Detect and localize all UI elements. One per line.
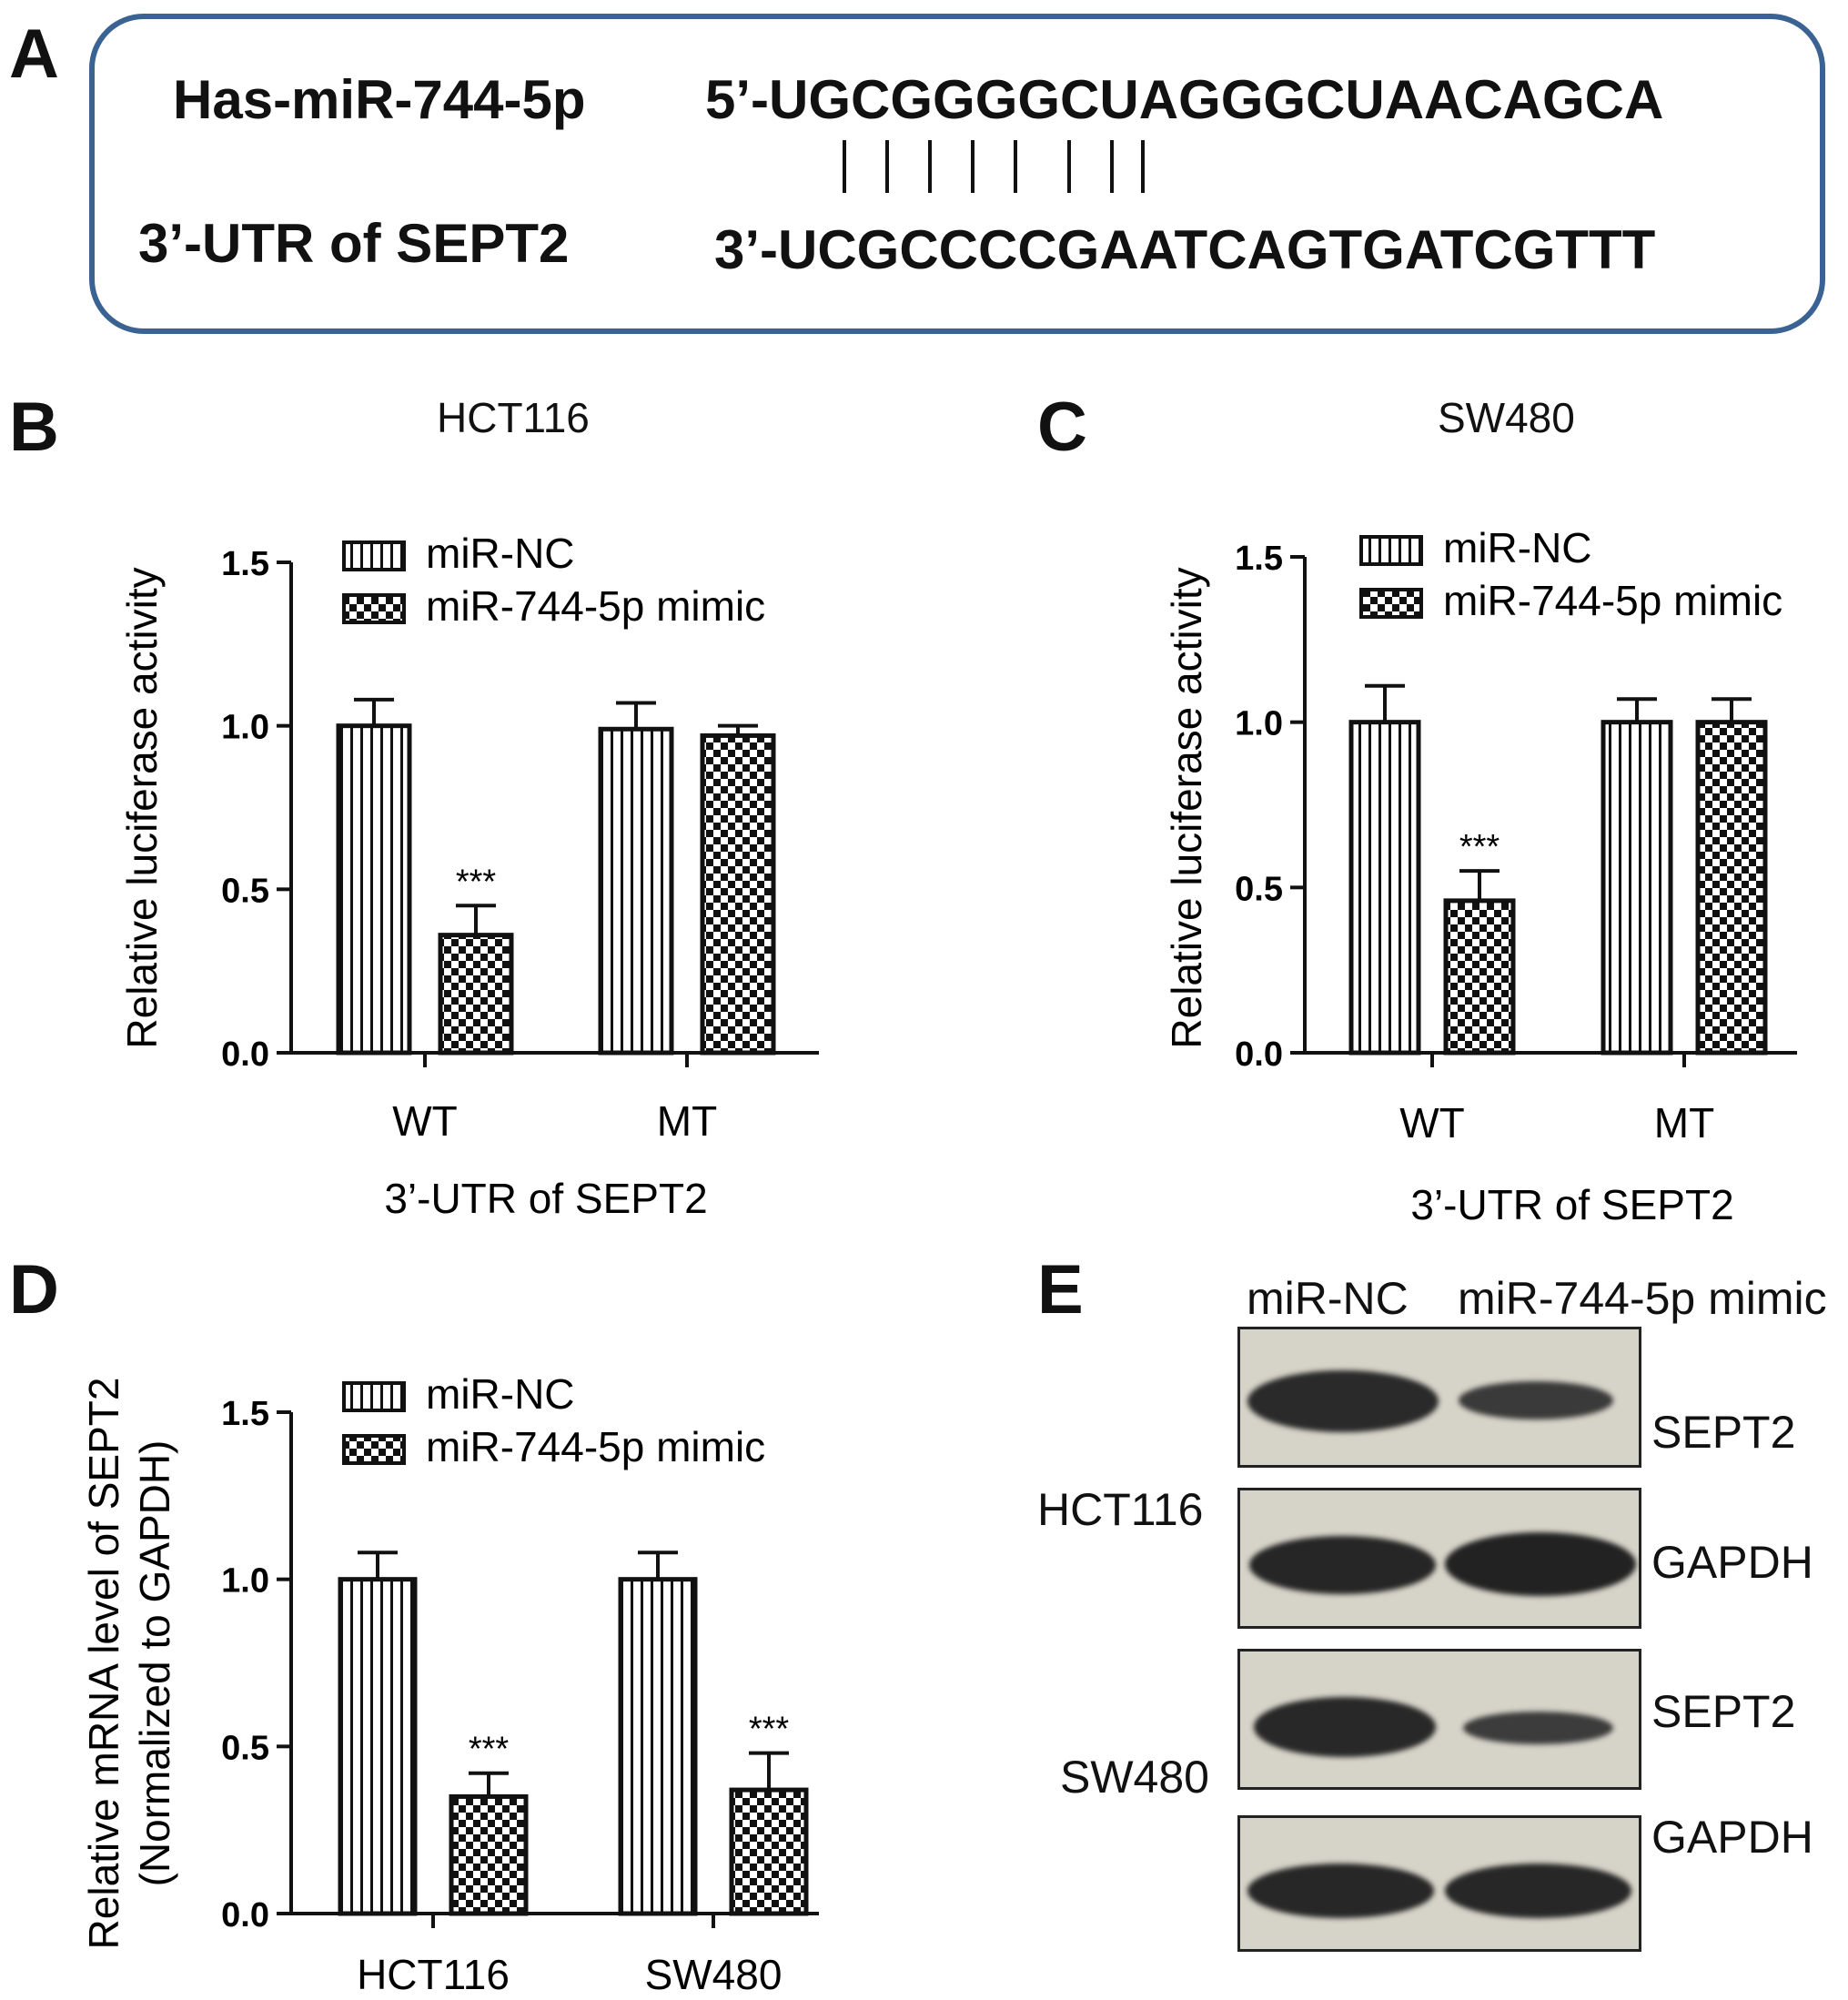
target-name: 3’-UTR of SEPT2 [138,213,570,274]
y-tick-label: 1.5 [221,1395,269,1433]
panel-letter-a: A [9,15,59,93]
y-axis-label-2: (Normalized to GAPDH) [131,1440,178,1887]
significance-label: *** [1459,828,1500,866]
blot-band [1249,1536,1436,1594]
panel-letter-d: D [9,1251,59,1328]
legend-swatch [1359,588,1423,619]
bar [729,1787,809,1916]
blot-band [1445,1864,1631,1918]
bar [449,1793,529,1916]
y-tick-label: 1.5 [1235,540,1283,578]
blot-band [1445,1532,1636,1596]
x-axis-label: 3’-UTR of SEPT2 [1410,1181,1733,1228]
bar [438,933,514,1056]
blot-protein-label: GAPDH [1651,1537,1813,1588]
sequence-box [89,14,1825,334]
bar [1348,720,1421,1056]
legend-label: miR-744-5p mimic [1443,577,1782,624]
x-tick-label: WT [1399,1099,1465,1146]
cell-line-label-sw480: SW480 [1060,1752,1209,1803]
chart-d: 0.0 0.5 1.0 1.5 Relative mRNA level of SEPT2… [80,1370,819,1998]
y-tick-label: 0.5 [221,1729,269,1767]
blot-band [1247,1370,1439,1432]
blot-protein-label: SEPT2 [1651,1686,1796,1737]
blot-protein-label: SEPT2 [1651,1407,1796,1458]
blot-strip-hct116-gapdh [1237,1488,1641,1629]
legend-swatch [1359,535,1423,566]
panel-letter-e: E [1037,1251,1084,1328]
mirna-name: Has-miR-744-5p [173,69,586,130]
lane-header-mimic: miR-744-5p mimic [1458,1273,1827,1324]
y-tick-label: 0.0 [221,1896,269,1934]
y-tick-label: 1.5 [221,545,269,583]
chart-b-title: HCT116 [437,394,590,441]
significance-label: *** [749,1711,790,1749]
significance-label: *** [469,1731,510,1769]
bar [336,723,412,1056]
lane-header-mir-nc: miR-NC [1247,1273,1409,1324]
y-tick-label: 1.0 [221,709,269,747]
bar [1601,720,1673,1056]
legend-label: miR-744-5p mimic [426,582,765,630]
y-axis-label: Relative luciferase activity [118,567,166,1048]
legend-label: miR-NC [426,530,575,577]
y-axis-label: Relative mRNA level of SEPT2 [80,1378,127,1950]
legend-swatch [342,540,406,571]
chart-c: 0.0 0.5 1.0 1.5 Relative luciferase activity… [1163,524,1797,1228]
bar [700,732,776,1056]
x-axis-label: 3’-UTR of SEPT2 [384,1175,707,1222]
x-tick-label: MT [1654,1099,1714,1146]
blot-band [1459,1381,1613,1419]
chart-c-title: SW480 [1438,394,1575,441]
x-tick-label: SW480 [645,1951,783,1998]
mirna-sequence: 5’-UGCGGGGCUAGGGCUAACAGCA [705,69,1664,130]
legend-swatch [342,1434,406,1465]
legend-label: miR-NC [1443,524,1592,571]
target-sequence: 3’-UCGCCCCGAATCAGTGATCGTTT [714,219,1656,280]
legend-swatch [342,593,406,624]
panel-letter-c: C [1037,389,1087,466]
blot-band [1247,1864,1434,1918]
panel-letter-b: B [9,389,59,466]
bar [1443,898,1516,1056]
blot-strip-sw480-gapdh [1237,1815,1641,1952]
y-tick-label: 0.0 [221,1035,269,1074]
chart-b: 0.0 0.5 1.0 1.5 Relative luciferase activity… [118,530,819,1222]
y-tick-label: 1.0 [1235,705,1283,743]
significance-label: *** [456,863,497,901]
bar [1695,720,1768,1056]
bar [618,1577,698,1916]
bar [598,726,674,1056]
cell-line-label-hct116: HCT116 [1037,1484,1204,1535]
y-tick-label: 0.0 [1235,1035,1283,1074]
legend-label: miR-NC [426,1370,575,1418]
x-tick-label: MT [657,1097,717,1145]
blot-protein-label: GAPDH [1651,1812,1813,1863]
x-tick-label: HCT116 [357,1951,510,1998]
blot-band [1254,1697,1436,1757]
y-tick-label: 0.5 [1235,870,1283,908]
x-tick-label: WT [392,1097,458,1145]
legend-swatch [342,1381,406,1412]
base-pairing-lines [843,140,1145,193]
blot-band [1463,1712,1613,1744]
legend-label: miR-744-5p mimic [426,1423,765,1470]
y-tick-label: 0.5 [221,872,269,910]
y-axis-label: Relative luciferase activity [1163,567,1210,1048]
blot-strip-sw480-sept2 [1237,1649,1641,1790]
y-tick-label: 1.0 [221,1562,269,1601]
blot-strip-hct116-sept2 [1237,1327,1641,1468]
bar [338,1577,418,1916]
